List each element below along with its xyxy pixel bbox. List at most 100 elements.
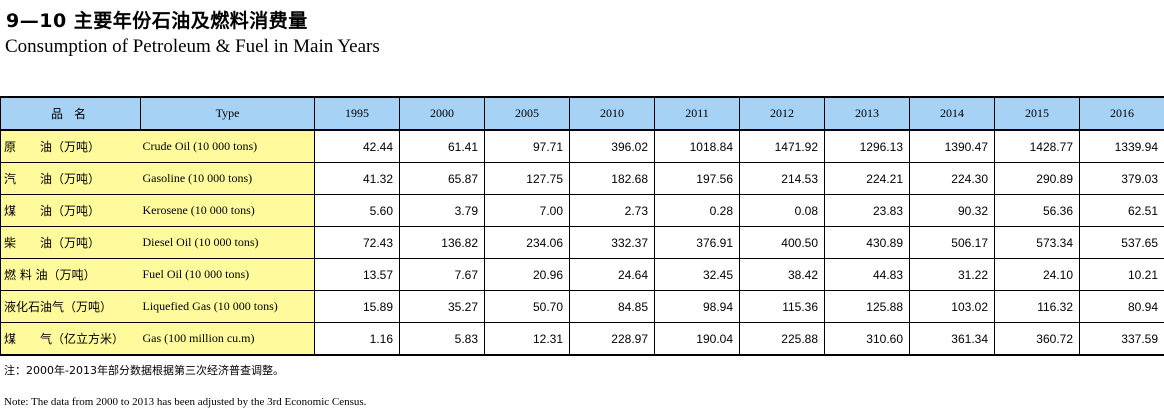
table-cell-value: 310.60 <box>824 322 910 356</box>
table-row: 液化石油气（万吨） Liquefied Gas (10 000 tons) 15.8… <box>0 290 1164 323</box>
table-cell-value: 90.32 <box>909 194 995 227</box>
table-cell-value: 1471.92 <box>739 129 825 163</box>
table-cell-value: 42.44 <box>314 129 400 163</box>
table-cell-value: 31.22 <box>909 258 995 291</box>
table-cell-value: 376.91 <box>654 226 740 259</box>
table-cell-value: 15.89 <box>314 290 400 323</box>
table-cell-value: 61.41 <box>399 129 485 163</box>
table-cell-value: 379.03 <box>1079 162 1164 195</box>
row-label-en: Gasoline (10 000 tons) <box>140 162 315 195</box>
page-title-chinese: 9—10 主要年份石油及燃料消费量 <box>6 10 308 32</box>
table-cell-value: 44.83 <box>824 258 910 291</box>
table-cell-value: 224.21 <box>824 162 910 195</box>
table-row: 柴 油（万吨） Diesel Oil (10 000 tons) 72.43 136.… <box>0 226 1164 259</box>
column-header-year: 2012 <box>739 96 825 131</box>
table-row: 原 油（万吨） Crude Oil (10 000 tons) 42.44 61.41… <box>0 129 1164 163</box>
table-cell-value: 23.83 <box>824 194 910 227</box>
table-cell-value: 35.27 <box>399 290 485 323</box>
table-cell-value: 38.42 <box>739 258 825 291</box>
table-cell-value: 7.00 <box>484 194 570 227</box>
page-title-english: Consumption of Petroleum & Fuel in Main … <box>5 36 380 57</box>
row-label-en: Diesel Oil (10 000 tons) <box>140 226 315 259</box>
table-cell-value: 115.36 <box>739 290 825 323</box>
table-cell-value: 290.89 <box>994 162 1080 195</box>
table-cell-value: 125.88 <box>824 290 910 323</box>
column-header-year: 2005 <box>484 96 570 131</box>
table-cell-value: 332.37 <box>569 226 655 259</box>
table-cell-value: 32.45 <box>654 258 740 291</box>
table-cell-value: 84.85 <box>569 290 655 323</box>
table-cell-value: 5.83 <box>399 322 485 356</box>
table-cell-value: 10.21 <box>1079 258 1164 291</box>
row-label-en: Crude Oil (10 000 tons) <box>140 129 315 163</box>
footnote-chinese: 注：2000年-2013年部分数据根据第三次经济普查调整。 <box>4 364 284 377</box>
row-label-cn: 柴 油（万吨） <box>0 226 141 259</box>
column-header-year: 2000 <box>399 96 485 131</box>
table-cell-value: 1339.94 <box>1079 129 1164 163</box>
column-header-year: 1995 <box>314 96 400 131</box>
table-cell-value: 56.36 <box>994 194 1080 227</box>
table-row: 煤 气（亿立方米） Gas (100 million cu.m) 1.16 5.83 1… <box>0 322 1164 356</box>
table-cell-value: 430.89 <box>824 226 910 259</box>
table-cell-value: 537.65 <box>1079 226 1164 259</box>
table-cell-value: 360.72 <box>994 322 1080 356</box>
table-cell-value: 1390.47 <box>909 129 995 163</box>
table-cell-value: 361.34 <box>909 322 995 356</box>
table-cell-value: 136.82 <box>399 226 485 259</box>
table-cell-value: 1428.77 <box>994 129 1080 163</box>
row-label-cn: 燃 料 油（万吨） <box>0 258 141 291</box>
table-cell-value: 62.51 <box>1079 194 1164 227</box>
column-header-type: Type <box>140 96 315 131</box>
row-label-cn: 煤 气（亿立方米） <box>0 322 141 356</box>
table-cell-value: 197.56 <box>654 162 740 195</box>
row-label-en: Liquefied Gas (10 000 tons) <box>140 290 315 323</box>
table-header-row: 品 名 Type 1995 2000 2005 2010 2011 2012 2013 201… <box>0 96 1164 131</box>
table-cell-value: 182.68 <box>569 162 655 195</box>
row-label-en: Fuel Oil (10 000 tons) <box>140 258 315 291</box>
table-cell-value: 190.04 <box>654 322 740 356</box>
footnote-english: Note: The data from 2000 to 2013 has bee… <box>4 396 367 408</box>
row-label-en: Kerosene (10 000 tons) <box>140 194 315 227</box>
table-cell-value: 228.97 <box>569 322 655 356</box>
table-cell-value: 65.87 <box>399 162 485 195</box>
table-cell-value: 0.08 <box>739 194 825 227</box>
row-label-cn: 液化石油气（万吨） <box>0 290 141 323</box>
table-cell-value: 396.02 <box>569 129 655 163</box>
table-cell-value: 24.10 <box>994 258 1080 291</box>
table-cell-value: 214.53 <box>739 162 825 195</box>
table-row: 汽 油（万吨） Gasoline (10 000 tons) 41.32 65.87 1… <box>0 162 1164 195</box>
table-cell-value: 80.94 <box>1079 290 1164 323</box>
row-label-cn: 煤 油（万吨） <box>0 194 141 227</box>
column-header-year: 2014 <box>909 96 995 131</box>
table-cell-value: 97.71 <box>484 129 570 163</box>
table-cell-value: 103.02 <box>909 290 995 323</box>
table-cell-value: 1.16 <box>314 322 400 356</box>
column-header-year: 2010 <box>569 96 655 131</box>
table-cell-value: 225.88 <box>739 322 825 356</box>
column-header-year: 2013 <box>824 96 910 131</box>
table-cell-value: 573.34 <box>994 226 1080 259</box>
table-cell-value: 224.30 <box>909 162 995 195</box>
table-cell-value: 1296.13 <box>824 129 910 163</box>
table-cell-value: 7.67 <box>399 258 485 291</box>
table-cell-value: 116.32 <box>994 290 1080 323</box>
table-cell-value: 2.73 <box>569 194 655 227</box>
table-cell-value: 98.94 <box>654 290 740 323</box>
column-header-year: 2016 <box>1079 96 1164 131</box>
column-header-year: 2011 <box>654 96 740 131</box>
table-cell-value: 41.32 <box>314 162 400 195</box>
table-cell-value: 337.59 <box>1079 322 1164 356</box>
table-cell-value: 127.75 <box>484 162 570 195</box>
consumption-table: 品 名 Type 1995 2000 2005 2010 2011 2012 2013 201… <box>0 96 1164 356</box>
table-cell-value: 234.06 <box>484 226 570 259</box>
table-cell-value: 1018.84 <box>654 129 740 163</box>
table-cell-value: 72.43 <box>314 226 400 259</box>
row-label-cn: 原 油（万吨） <box>0 129 141 163</box>
row-label-en: Gas (100 million cu.m) <box>140 322 315 356</box>
table-cell-value: 3.79 <box>399 194 485 227</box>
table-cell-value: 506.17 <box>909 226 995 259</box>
table-cell-value: 50.70 <box>484 290 570 323</box>
table-cell-value: 0.28 <box>654 194 740 227</box>
table-cell-value: 13.57 <box>314 258 400 291</box>
table-cell-value: 12.31 <box>484 322 570 356</box>
